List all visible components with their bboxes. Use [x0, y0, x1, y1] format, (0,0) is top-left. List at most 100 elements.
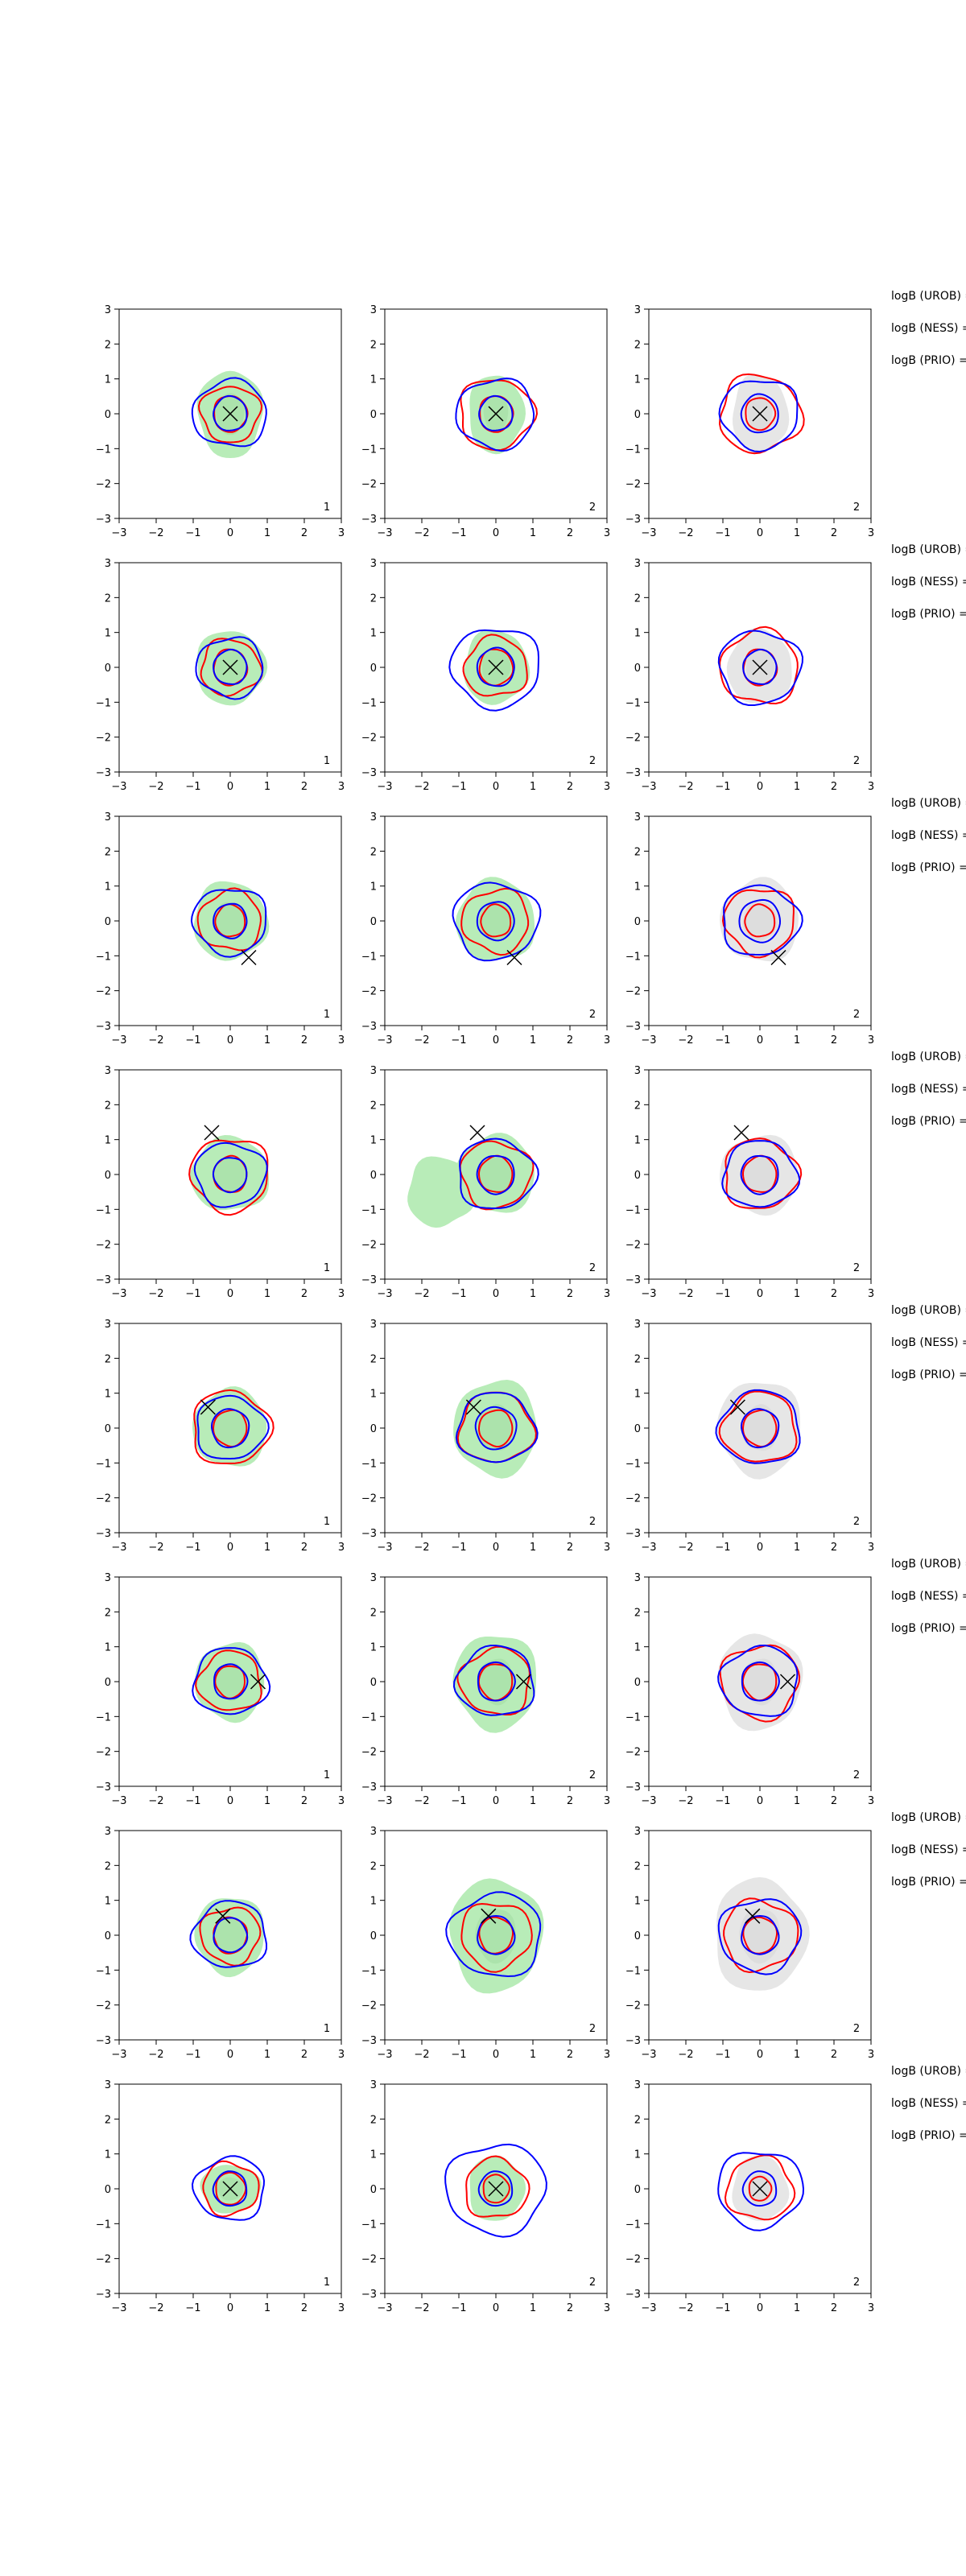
- x-tick-label: 3: [604, 527, 610, 539]
- panel-corner-label: 2: [853, 1516, 860, 1528]
- x-tick-label: 0: [493, 781, 499, 793]
- truth-marker: [506, 949, 522, 966]
- y-tick-label: 3: [634, 2079, 641, 2091]
- panel-corner-label: 1: [324, 755, 330, 767]
- y-tick-label: −3: [96, 1021, 111, 1033]
- panel-r5-c1: −3 −2 −1 0 1 2 3 −3 −2 −1 0 1 2 3 1: [96, 1319, 345, 1554]
- density-fill-core: [478, 1154, 514, 1193]
- side-text-logb: logB (PRIO) =: [891, 354, 966, 367]
- panel-r4-c1: −3 −2 −1 0 1 2 3 −3 −2 −1 0 1 2 3 1: [96, 1065, 345, 1300]
- x-tick-label: −2: [678, 527, 693, 539]
- y-tick-label: −3: [625, 1781, 641, 1794]
- y-tick-label: −2: [625, 1240, 641, 1252]
- y-tick-label: 1: [105, 628, 111, 640]
- red-contour-inner: [742, 1916, 778, 1955]
- blue-contour-inner: [742, 648, 778, 686]
- y-tick-label: 1: [105, 2149, 111, 2161]
- y-tick-label: −2: [96, 2254, 111, 2266]
- panel-corner-label: 2: [589, 1262, 596, 1274]
- blue-contour-outer: [192, 1647, 271, 1715]
- y-tick-label: 0: [370, 1170, 377, 1182]
- x-tick-label: −3: [377, 1288, 392, 1300]
- y-tick-label: 2: [634, 1607, 641, 1619]
- panel-plot-area: [191, 370, 267, 458]
- y-tick-label: −2: [625, 1493, 641, 1505]
- density-fill-core: [742, 901, 778, 941]
- y-tick-label: −1: [96, 1458, 111, 1470]
- x-tick-label: −1: [715, 781, 730, 793]
- y-tick-label: −1: [361, 1711, 377, 1724]
- x-tick-label: 0: [227, 1034, 233, 1046]
- truth-marker: [222, 659, 238, 675]
- x-tick-label: −2: [414, 2302, 429, 2314]
- side-text-logb: logB (UROB) =: [891, 290, 966, 303]
- y-tick-label: −2: [361, 1240, 377, 1252]
- x-tick-label: −2: [678, 1542, 693, 1554]
- x-tick-label: 0: [757, 1795, 763, 1807]
- x-tick-label: −1: [715, 2302, 730, 2314]
- panel-plot-area: [720, 1125, 803, 1216]
- x-tick-label: −3: [377, 1034, 392, 1046]
- y-tick-label: 2: [105, 846, 111, 858]
- x-tick-label: −2: [414, 1795, 429, 1807]
- y-tick-label: 2: [370, 592, 377, 605]
- x-tick-label: −2: [678, 1795, 693, 1807]
- panel-r5-c3: −3 −2 −1 0 1 2 3 −3 −2 −1 0 1 2 3 2: [625, 1319, 874, 1554]
- x-tick-label: −2: [414, 1542, 429, 1554]
- y-tick-label: −2: [625, 986, 641, 998]
- panel-corner-label: 2: [853, 1769, 860, 1781]
- y-tick-label: 3: [105, 1826, 111, 1838]
- y-tick-label: 1: [634, 374, 641, 386]
- red-contour-inner: [482, 2174, 510, 2204]
- panel-r7-c3: −3 −2 −1 0 1 2 3 −3 −2 −1 0 1 2 3 2: [625, 1826, 874, 2061]
- blue-contour-inner: [741, 2170, 778, 2207]
- blue-contour-inner: [212, 2170, 248, 2207]
- x-tick-label: 0: [493, 1542, 499, 1554]
- blue-contour-outer: [452, 1645, 535, 1716]
- x-tick-label: 1: [794, 1542, 800, 1554]
- panel-plot-area: [191, 2155, 266, 2221]
- y-tick-label: −1: [625, 1965, 641, 1977]
- panel-plot-area: [720, 877, 803, 966]
- panel-plot-area: [190, 881, 270, 966]
- red-contour-outer: [199, 1906, 262, 1967]
- red-contour-outer: [195, 1649, 262, 1711]
- x-tick-label: 0: [227, 781, 233, 793]
- y-tick-label: 3: [634, 1826, 641, 1838]
- y-tick-label: 0: [105, 916, 111, 928]
- x-tick-label: 3: [604, 2302, 610, 2314]
- x-tick-label: −2: [678, 1034, 693, 1046]
- x-tick-label: 3: [868, 527, 874, 539]
- y-tick-label: 2: [105, 1100, 111, 1112]
- truth-marker: [770, 949, 786, 966]
- x-tick-label: −3: [377, 2302, 392, 2314]
- side-text-logb: logB (PRIO) =: [891, 1876, 966, 1889]
- x-tick-label: −1: [715, 527, 730, 539]
- y-tick-label: 0: [105, 2184, 111, 2196]
- x-tick-label: 3: [338, 1795, 345, 1807]
- x-tick-label: −2: [414, 1288, 429, 1300]
- x-tick-label: −3: [377, 527, 392, 539]
- y-tick-label: −3: [96, 1781, 111, 1794]
- x-tick-label: −2: [148, 2302, 163, 2314]
- x-tick-label: −2: [148, 1542, 163, 1554]
- panel-plot-area: [716, 1876, 810, 1991]
- panel-corner-label: 2: [589, 755, 596, 767]
- y-tick-label: −3: [96, 1274, 111, 1286]
- x-tick-label: 2: [567, 1034, 573, 1046]
- x-tick-label: −2: [148, 1288, 163, 1300]
- y-tick-label: −3: [361, 1021, 377, 1033]
- blue-contour-inner: [476, 1155, 515, 1195]
- y-tick-label: 1: [634, 1135, 641, 1147]
- truth-marker: [481, 1908, 497, 1924]
- panel-corner-label: 1: [324, 1769, 330, 1781]
- side-text-logb: logB (PRIO) =: [891, 608, 966, 621]
- panel-plot-area: [448, 629, 540, 712]
- x-tick-label: 3: [868, 1034, 874, 1046]
- panel-r6-c2: −3 −2 −1 0 1 2 3 −3 −2 −1 0 1 2 3 2: [361, 1572, 610, 1807]
- y-tick-label: −1: [625, 444, 641, 456]
- blue-contour-outer: [191, 2155, 266, 2221]
- x-tick-label: 1: [530, 2302, 536, 2314]
- x-tick-label: 0: [227, 1795, 233, 1807]
